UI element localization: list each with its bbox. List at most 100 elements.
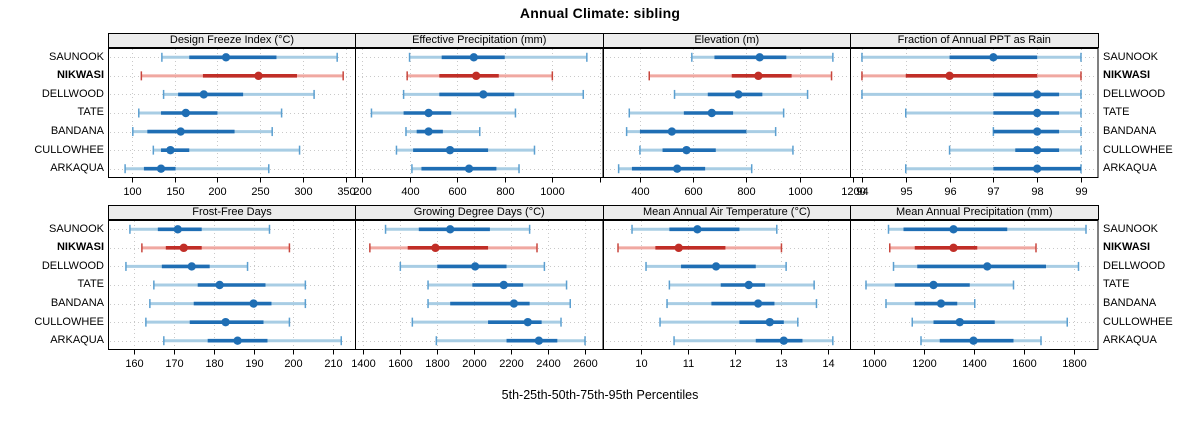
median-dot xyxy=(779,336,788,345)
site-label-left-arkaqua: ARKAQUA xyxy=(50,162,104,175)
x-axis: 10 11 12 13 14 xyxy=(635,350,834,370)
x-tick-label: 97 xyxy=(987,186,999,198)
site-label-left-saunook: SAUNOOK xyxy=(48,50,104,63)
site-label-left-bandana: BANDANA xyxy=(50,297,104,310)
site-label-right-saunook: SAUNOOK xyxy=(1103,50,1159,63)
median-dot xyxy=(674,243,683,253)
median-dot xyxy=(179,243,188,253)
median-dot xyxy=(215,280,224,290)
site-label-right-cullowhee: CULLOWHEE xyxy=(1103,143,1173,156)
site-label-left-cullowhee: CULLOWHEE xyxy=(34,315,104,328)
site-label-left-nikwasi: NIKWASI xyxy=(56,241,104,254)
median-dot xyxy=(945,71,954,81)
median-dot xyxy=(424,108,433,118)
interval-saunook xyxy=(384,224,531,234)
median-dot xyxy=(955,317,964,327)
panel-header-strip: Mean Annual Precipitation (mm) xyxy=(851,205,1099,220)
x-tick-label: 2000 xyxy=(462,358,486,370)
x-tick-label: 14 xyxy=(822,358,834,370)
x-axis: 1400 1600 1800 2000 2200 2400 2600 xyxy=(351,350,598,370)
panel-header-label: Frost-Free Days xyxy=(192,206,272,218)
interval-tate xyxy=(427,280,568,290)
interval-nikwasi xyxy=(647,71,832,81)
median-dot xyxy=(471,71,481,81)
median-dot xyxy=(1032,90,1042,99)
site-label-left-bandana: BANDANA xyxy=(50,125,104,138)
panel-header-label: Design Freeze Index (°C) xyxy=(169,34,295,46)
median-dot xyxy=(499,280,508,290)
median-dot xyxy=(949,243,958,253)
panel-design-freeze-index-c: Design Freeze Index (°C) 100 150 200 250 300… xyxy=(108,33,356,206)
panel-header-strip: Frost-Free Days xyxy=(108,205,356,220)
chart-title: Annual Climate: sibling xyxy=(519,5,681,21)
site-label-left-dellwood: DELLWOOD xyxy=(41,259,104,272)
panel-plot-frost-free-days: 160 170 180 190 200 210 xyxy=(108,220,356,370)
x-tick-label: 1800 xyxy=(425,358,449,370)
site-label-right-saunook: SAUNOOK xyxy=(1103,222,1159,235)
site-labels-left-row-0: SAUNOOK NIKWASI DELLWOOD TATE BANDANA CULLOWH… xyxy=(14,48,104,178)
median-dot xyxy=(181,108,191,118)
interval-nikwasi xyxy=(861,71,1082,81)
interval-bandana xyxy=(427,299,572,309)
panel-plot-mean-annual-air-temperature-c: 10 11 12 13 14 xyxy=(602,220,851,370)
x-tick-label: 800 xyxy=(737,186,755,198)
median-dot xyxy=(221,53,231,62)
interval-cullowhee xyxy=(948,145,1082,155)
median-dot xyxy=(221,317,230,327)
site-label-left-tate: TATE xyxy=(77,278,104,291)
median-dot xyxy=(1032,127,1042,136)
x-tick-label: 250 xyxy=(251,186,269,198)
site-label-left-nikwasi: NIKWASI xyxy=(56,69,104,82)
interval-dellwood xyxy=(861,89,1082,99)
x-tick-label: 200 xyxy=(353,186,371,198)
x-tick-label: 600 xyxy=(448,186,466,198)
site-label-right-arkaqua: ARKAQUA xyxy=(1103,334,1157,347)
x-tick-label: 400 xyxy=(631,186,649,198)
median-dot xyxy=(949,225,958,234)
interval-dellwood xyxy=(402,89,585,99)
site-label-left-tate: TATE xyxy=(77,106,104,119)
interval-cullowhee xyxy=(145,317,291,327)
interval-bandana xyxy=(625,127,776,137)
interval-arkaqua xyxy=(920,336,1042,346)
median-dot xyxy=(156,164,166,173)
x-tick-label: 800 xyxy=(496,186,514,198)
interval-arkaqua xyxy=(435,336,586,346)
x-tick-label: 13 xyxy=(775,358,787,370)
median-dot xyxy=(479,90,488,99)
interval-tate xyxy=(905,108,1082,118)
panel-header-label: Growing Degree Days (°C) xyxy=(413,206,545,218)
x-tick-label: 11 xyxy=(682,358,693,370)
median-dot xyxy=(187,262,196,271)
median-dot xyxy=(233,336,242,345)
x-tick-label: 1400 xyxy=(351,358,375,370)
interval-saunook xyxy=(161,52,338,62)
interval-nikwasi xyxy=(141,243,291,253)
interval-tate xyxy=(668,280,815,290)
median-dot xyxy=(753,299,762,308)
interval-tate xyxy=(865,280,1015,290)
interval-arkaqua xyxy=(672,336,834,346)
median-dot xyxy=(929,280,938,290)
x-tick-label: 94 xyxy=(856,186,868,198)
panel-plot-growing-degree-days-c: 1400 1600 1800 2000 2200 2400 2600 xyxy=(351,220,604,370)
median-dot xyxy=(983,262,992,271)
panel-header-label: Mean Annual Precipitation (mm) xyxy=(895,206,1053,218)
interval-bandana xyxy=(992,127,1082,137)
median-dot xyxy=(1032,145,1042,155)
site-label-right-nikwasi: NIKWASI xyxy=(1103,69,1151,82)
panel-plot-elevation-m: 400 600 800 1000 1200 xyxy=(602,48,865,198)
x-tick-label: 170 xyxy=(165,358,183,370)
panel-header-label: Fraction of Annual PPT as Rain xyxy=(897,34,1051,46)
median-dot xyxy=(707,108,716,118)
interval-nikwasi xyxy=(616,243,782,253)
panel-header-label: Mean Annual Air Temperature (°C) xyxy=(643,206,811,218)
interval-bandana xyxy=(885,299,976,309)
median-dot xyxy=(509,299,519,308)
median-dot xyxy=(176,127,185,136)
median-dot xyxy=(969,336,978,345)
median-dot xyxy=(1032,164,1042,173)
interval-nikwasi xyxy=(889,243,1037,253)
x-tick-label: 99 xyxy=(1075,186,1087,198)
site-label-right-arkaqua: ARKAQUA xyxy=(1103,162,1157,175)
